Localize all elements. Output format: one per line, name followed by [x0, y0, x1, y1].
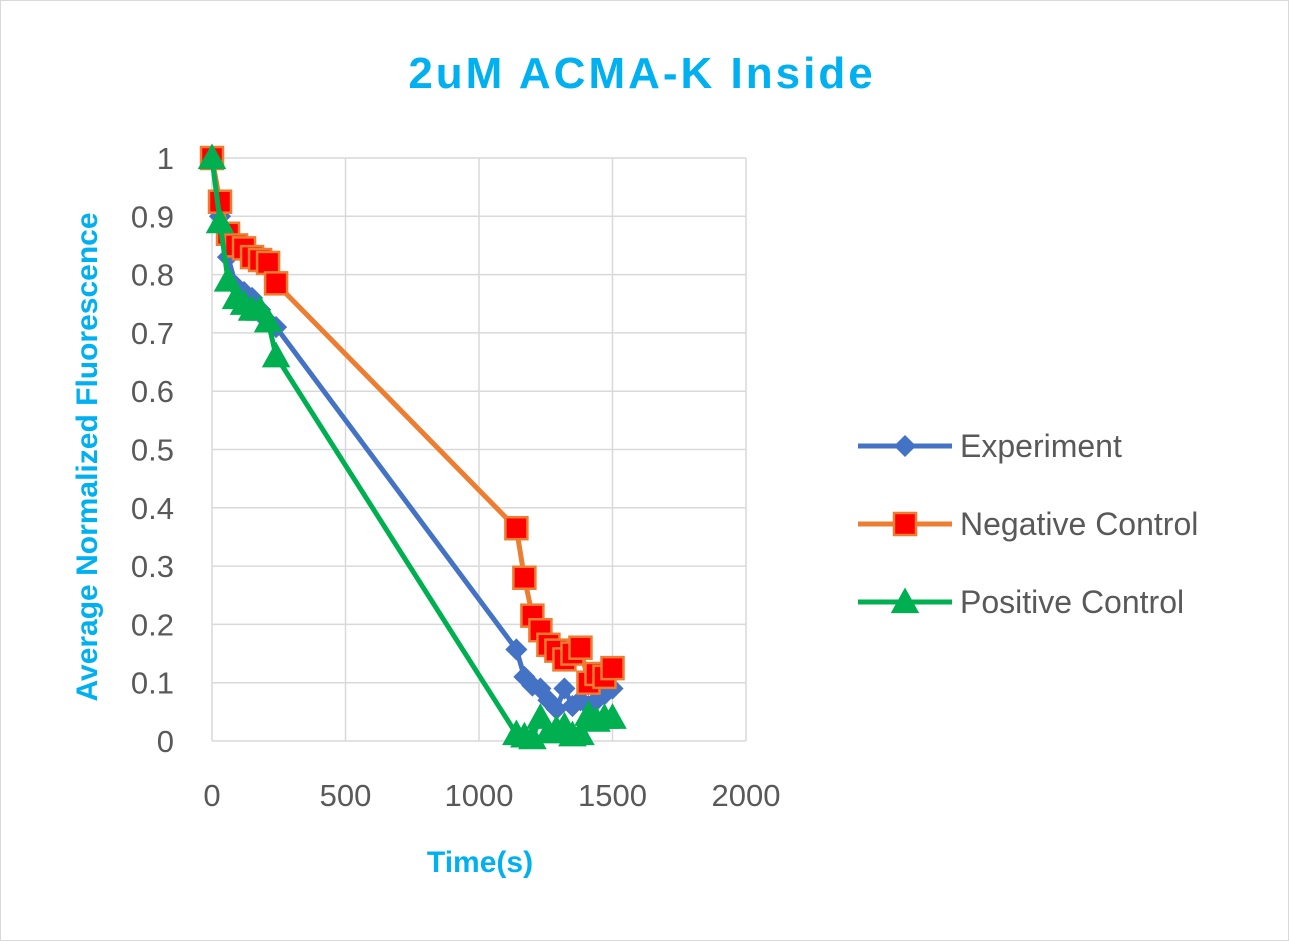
legend-label: Experiment	[960, 428, 1122, 464]
y-tick-label: 0.3	[131, 549, 174, 584]
y-tick-label: 0.2	[131, 607, 174, 642]
y-tick-label: 0.8	[131, 258, 174, 293]
gridlines	[211, 157, 747, 742]
x-tick-label: 500	[320, 778, 372, 813]
data-point	[263, 271, 289, 296]
data-point	[504, 515, 529, 541]
data-point	[600, 655, 625, 681]
data-point	[566, 719, 595, 746]
tick-labels: 0 0.1 0.2 0.3 0.4 0.5 0.6 0.7 0.8 0.9 1 0 500 1000 150…	[131, 141, 781, 813]
data-point	[893, 434, 917, 458]
y-tick-label: 0.6	[131, 374, 174, 409]
y-tick-label: 1	[157, 141, 174, 176]
x-axis-title: Time(s)	[427, 846, 533, 879]
data-point	[253, 306, 283, 333]
legend-item: Positive Control	[858, 584, 1184, 620]
legend: Experiment Negative Control Positive Contr…	[858, 428, 1198, 620]
y-tick-label: 0.5	[131, 433, 174, 468]
data-point	[553, 677, 576, 700]
series-line	[209, 157, 615, 686]
y-tick-label: 0.4	[131, 491, 174, 526]
data-point	[512, 565, 537, 591]
data-point	[255, 250, 281, 276]
y-tick-label: 0	[157, 724, 174, 759]
data-point	[213, 265, 243, 292]
legend-label: Positive Control	[960, 584, 1184, 620]
data-point	[261, 341, 291, 368]
chart-title: 2uM ACMA-K Inside	[408, 49, 875, 98]
series-negative-control	[199, 145, 625, 695]
series-positive-control	[197, 143, 627, 750]
data-point	[892, 511, 918, 537]
legend-item: Negative Control	[858, 506, 1198, 542]
x-tick-label: 1000	[445, 778, 514, 813]
y-tick-label: 0.1	[131, 666, 174, 701]
legend-item: Experiment	[858, 428, 1122, 464]
x-tick-label: 0	[203, 778, 220, 813]
data-point	[890, 587, 920, 614]
series-lines	[197, 143, 627, 750]
data-point	[205, 207, 235, 234]
data-point	[197, 143, 227, 170]
data-point	[505, 638, 528, 661]
y-axis-title: Average Normalized Fluorescence	[71, 212, 104, 701]
data-point	[598, 703, 627, 729]
legend-label: Negative Control	[960, 506, 1198, 542]
y-tick-label: 0.7	[131, 316, 174, 351]
data-point	[568, 635, 593, 660]
y-tick-label: 0.9	[131, 199, 174, 234]
x-tick-label: 1500	[578, 778, 647, 813]
x-tick-label: 2000	[712, 778, 781, 813]
